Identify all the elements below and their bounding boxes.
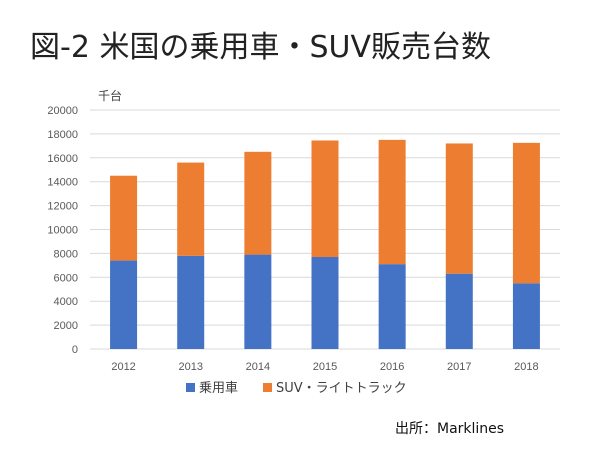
source-note: 出所：Marklines [395, 421, 505, 437]
unit-label: 千台 [98, 88, 122, 103]
bar-suv-2012 [110, 175, 138, 261]
chart-title: 図-2 米国の乗用車・SUV販売台数 [30, 30, 491, 65]
legend-label-passenger: 乗用車 [199, 381, 238, 396]
y-tick-label: 20000 [47, 105, 78, 117]
y-tick-label: 4000 [54, 296, 78, 308]
bar-suv-2018 [512, 142, 540, 284]
bar-passenger-2017 [445, 273, 473, 349]
bar-suv-2013 [177, 162, 205, 256]
y-tick-label: 10000 [47, 225, 78, 237]
bar-passenger-2015 [311, 256, 339, 349]
bars [110, 139, 540, 349]
y-tick-label: 8000 [54, 248, 78, 260]
x-tick-label: 2013 [178, 361, 202, 373]
y-tick-label: 16000 [47, 153, 78, 165]
legend-swatch-passenger [186, 383, 195, 392]
legend-swatch-suv [263, 383, 272, 392]
x-tick-label: 2014 [246, 361, 270, 373]
bar-passenger-2018 [512, 283, 540, 349]
legend-label-suv: SUV・ライトトラック [276, 381, 407, 396]
x-tick-label: 2017 [447, 361, 471, 373]
x-axis-ticks: 2012 2013 2014 2015 2016 2017 2018 [111, 361, 538, 373]
x-tick-label: 2016 [380, 361, 404, 373]
y-tick-label: 6000 [54, 272, 78, 284]
bar-suv-2016 [378, 139, 406, 265]
bar-passenger-2014 [244, 254, 272, 349]
y-axis-ticks: 0 2000 4000 6000 8000 10000 12000 14000 16000 180… [47, 105, 78, 356]
bar-passenger-2012 [110, 260, 138, 349]
bar-suv-2017 [445, 143, 473, 274]
y-tick-label: 14000 [47, 177, 78, 189]
x-tick-label: 2012 [111, 361, 135, 373]
y-tick-label: 18000 [47, 129, 78, 141]
x-tick-label: 2018 [514, 361, 538, 373]
bar-suv-2015 [311, 140, 339, 257]
legend: 乗用車 SUV・ライトトラック [186, 381, 407, 396]
bar-suv-2014 [244, 151, 272, 255]
x-tick-label: 2015 [313, 361, 337, 373]
y-tick-label: 0 [72, 344, 78, 356]
y-tick-label: 12000 [47, 201, 78, 213]
bar-passenger-2016 [378, 264, 406, 349]
y-tick-label: 2000 [54, 320, 78, 332]
bar-passenger-2013 [177, 255, 205, 349]
